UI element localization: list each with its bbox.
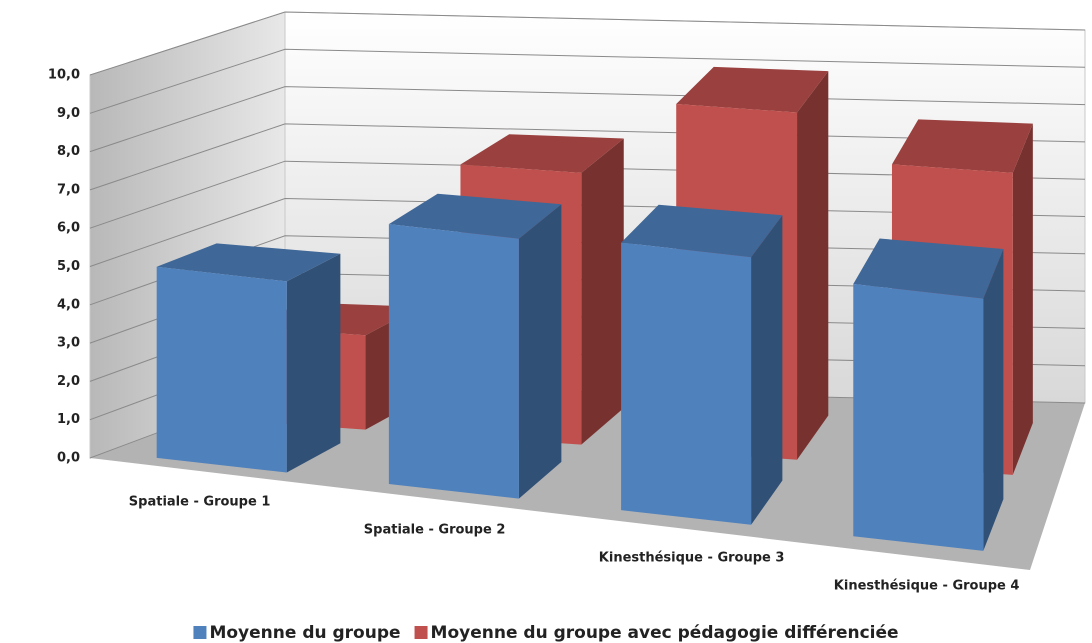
grid-line — [89, 48, 1086, 114]
y-tick-label: 9,0 — [57, 106, 80, 121]
bar — [853, 238, 1004, 551]
bar — [621, 204, 783, 525]
bar-side — [581, 138, 624, 445]
bar-top — [156, 243, 341, 282]
bar-side — [286, 253, 341, 473]
y-tick-label: 8,0 — [57, 144, 80, 159]
bar-top — [891, 119, 1033, 173]
y-tick-label: 3,0 — [57, 336, 80, 351]
bar-top — [853, 238, 1004, 299]
y-tick-label: 4,0 — [57, 297, 80, 312]
bar-side — [797, 71, 829, 460]
y-tick-label: 6,0 — [57, 221, 80, 236]
x-tick-label: Spatiale - Groupe 1 — [129, 495, 271, 510]
bar-top — [460, 134, 624, 173]
bar-side — [751, 215, 783, 525]
y-tick-label: 7,0 — [57, 182, 80, 197]
y-tick-label: 0,0 — [57, 451, 80, 466]
bar-side — [983, 248, 1004, 551]
bar-front — [853, 284, 984, 551]
grid-line — [89, 11, 1086, 76]
x-tick-label: Kinesthésique - Groupe 3 — [599, 551, 785, 566]
x-tick-label: Spatiale - Groupe 2 — [364, 523, 506, 538]
bar-top — [621, 204, 783, 258]
legend: Moyenne du groupe Moyenne du groupe avec … — [193, 623, 899, 643]
legend-swatch — [193, 626, 207, 639]
legend-label: Moyenne du groupe avec pédagogie différe… — [431, 623, 899, 643]
bar-top — [676, 66, 829, 113]
bar-side — [518, 204, 562, 499]
legend-label: Moyenne du groupe — [209, 623, 400, 643]
bar-top — [388, 193, 562, 239]
x-tick-label: Kinesthésique - Groupe 4 — [834, 579, 1020, 594]
bar-front — [156, 266, 287, 473]
y-tick-label: 2,0 — [57, 374, 80, 389]
bar — [156, 243, 341, 473]
y-tick-label: 10,0 — [48, 68, 80, 83]
bar-front — [621, 242, 752, 525]
legend-swatch — [414, 626, 428, 639]
bar — [388, 193, 562, 499]
bar-side — [1012, 123, 1033, 475]
y-tick-label: 5,0 — [57, 259, 80, 274]
bar-front — [388, 224, 519, 499]
y-tick-label: 1,0 — [57, 412, 80, 427]
